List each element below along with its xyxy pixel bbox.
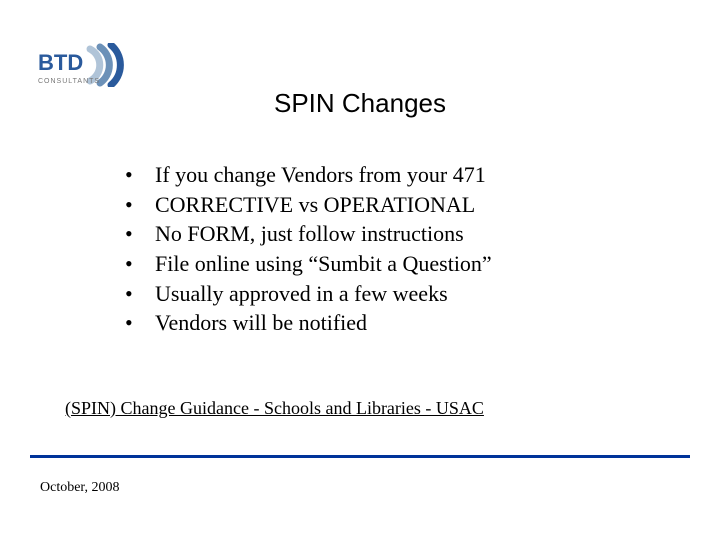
footer-divider: [30, 455, 690, 458]
bullet-item: Vendors will be notified: [125, 308, 625, 338]
bullet-item: CORRECTIVE vs OPERATIONAL: [125, 190, 625, 220]
bullet-item: No FORM, just follow instructions: [125, 219, 625, 249]
logo-svg: BTD CONSULTANTS: [38, 43, 158, 87]
bullet-item: If you change Vendors from your 471: [125, 160, 625, 190]
logo: BTD CONSULTANTS: [38, 43, 158, 92]
bullet-list: If you change Vendors from your 471 CORR…: [125, 160, 625, 338]
logo-text-primary: BTD: [38, 50, 83, 75]
bullet-item: File online using “Sumbit a Question”: [125, 249, 625, 279]
guidance-link[interactable]: (SPIN) Change Guidance - Schools and Lib…: [65, 398, 484, 419]
bullet-item: Usually approved in a few weeks: [125, 279, 625, 309]
slide-title: SPIN Changes: [0, 88, 720, 119]
footer-date: October, 2008: [40, 480, 120, 496]
slide: BTD CONSULTANTS SPIN Changes If you chan…: [0, 0, 720, 540]
logo-text-secondary: CONSULTANTS: [38, 78, 100, 85]
